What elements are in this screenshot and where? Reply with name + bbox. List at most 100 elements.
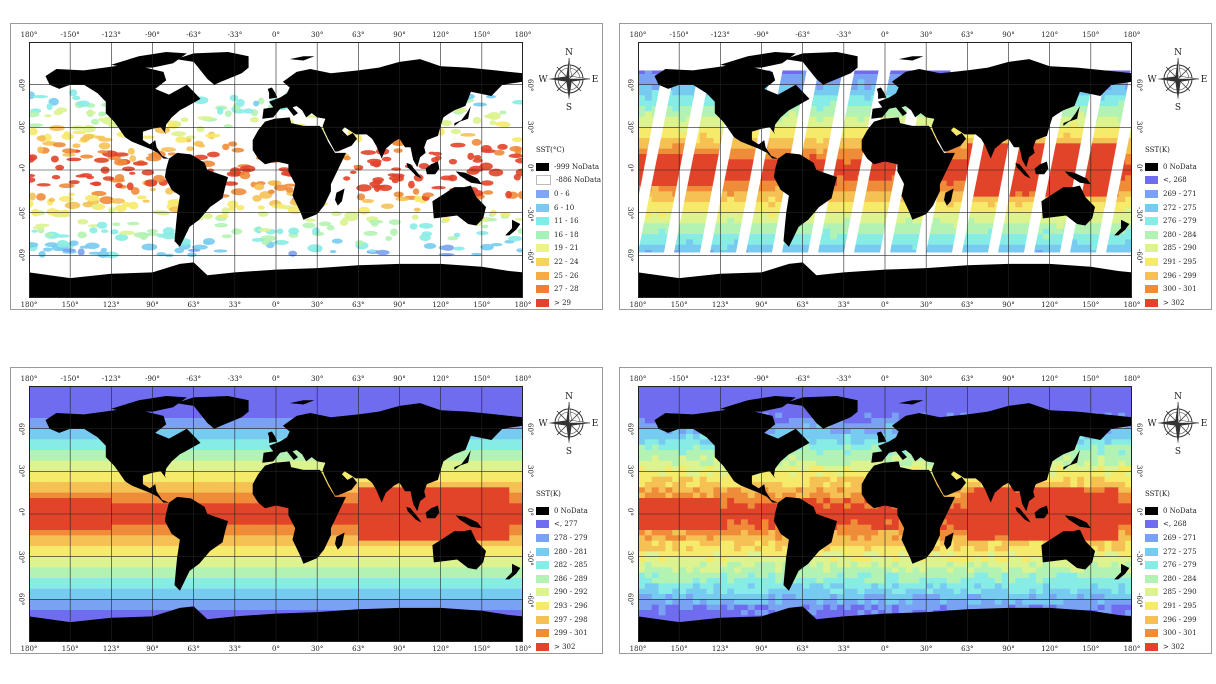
sst-cell (768, 191, 776, 198)
sst-cell (1104, 170, 1113, 176)
sst-cell (638, 164, 646, 171)
sst-cell (1029, 180, 1037, 187)
sst-cell (850, 68, 859, 75)
sst-cell (248, 418, 257, 424)
sst-cell (234, 391, 243, 398)
sst-patch (251, 238, 265, 242)
sst-cell (864, 68, 872, 75)
sst-cell (644, 132, 653, 139)
sst-cell (468, 407, 476, 414)
sst-cell (816, 148, 824, 155)
sst-cell (1111, 106, 1119, 112)
sst-cell (782, 244, 790, 251)
sst-cell (1104, 244, 1113, 251)
sst-cell (775, 186, 783, 192)
sst-cell (392, 386, 401, 392)
sst-cell (276, 386, 284, 392)
sst-cell (713, 116, 721, 123)
sst-cell (83, 391, 92, 398)
sst-cell (509, 396, 517, 403)
sst-cell (692, 234, 701, 240)
sst-cell (481, 396, 490, 403)
sst-cell (651, 100, 660, 107)
sst-cell (933, 244, 941, 251)
sst-cell (775, 196, 783, 203)
sst-patch (61, 133, 75, 140)
sst-cell (399, 396, 407, 403)
sst-cell (740, 191, 749, 198)
sst-cell (686, 223, 694, 230)
sst-cell (468, 402, 476, 408)
sst-cell (337, 386, 346, 392)
sst-cell (173, 407, 181, 414)
sst-cell (1070, 106, 1078, 112)
sst-cell (809, 159, 817, 166)
sst-cell (768, 207, 776, 214)
sst-cell (651, 223, 660, 230)
sst-cell (1015, 186, 1023, 192)
sst-patch (271, 203, 287, 209)
sst-cell (289, 412, 298, 419)
sst-cell (433, 396, 442, 403)
sst-patch (497, 143, 508, 150)
sst-cell (692, 138, 701, 144)
sst-patch (38, 250, 46, 258)
latitude-label-right: 0° (1135, 164, 1143, 172)
sst-cell (1118, 84, 1126, 91)
sst-cell (1015, 170, 1023, 176)
latitude-label-right: 0° (526, 164, 534, 172)
sst-cell (830, 111, 838, 118)
longitude-label-top: -123° (101, 375, 121, 383)
longitude-label-bottom: 63° (352, 301, 365, 309)
sst-cell (981, 207, 989, 214)
sst-cell (891, 68, 900, 75)
sst-cell (1077, 111, 1085, 118)
sst-cell (104, 386, 112, 392)
sst-patch (481, 224, 489, 229)
sst-cell (782, 79, 790, 86)
legend-label: 6 - 10 (554, 203, 575, 212)
sst-cell (864, 223, 872, 230)
sst-cell (740, 159, 749, 166)
longitude-label-bottom: 150° (1082, 301, 1100, 309)
latitude-label-left: 0° (17, 164, 25, 172)
sst-cell (878, 218, 886, 224)
sst-cell (727, 234, 735, 240)
sst-cell (207, 391, 215, 398)
sst-cell (686, 84, 694, 91)
longitude-label-bottom: 180° (629, 301, 647, 309)
sst-cell (939, 223, 948, 230)
sst-cell (509, 391, 517, 398)
sst-patch (76, 100, 90, 107)
sst-cell (1118, 68, 1126, 75)
sst-cell (830, 95, 838, 102)
sst-cell (802, 244, 811, 251)
land-sumatra (406, 162, 422, 179)
sst-patch (90, 118, 100, 125)
sst-cell (1097, 159, 1106, 166)
sst-cell (221, 423, 229, 430)
sst-cell (131, 386, 140, 392)
sst-cell (727, 218, 735, 224)
sst-cell (933, 239, 941, 246)
sst-cell (898, 196, 907, 203)
sst-cell (1104, 164, 1113, 171)
sst-cell (1049, 170, 1058, 176)
sst-cell (1056, 127, 1064, 134)
sst-cell (885, 186, 893, 192)
sst-cell (358, 386, 366, 392)
sst-cell (173, 386, 181, 392)
sst-cell (679, 122, 687, 128)
sst-cell (1097, 132, 1106, 139)
sst-cell (885, 175, 893, 182)
sst-cell (378, 386, 387, 392)
sst-cell (234, 428, 243, 435)
sst-patch (84, 194, 100, 202)
sst-cell (516, 412, 523, 419)
sst-cell (809, 138, 817, 144)
sst-cell (747, 148, 756, 155)
sst-cell (734, 218, 742, 224)
longitude-label-bottom: 150° (473, 301, 491, 309)
sst-cell (651, 175, 660, 182)
sst-cell (214, 386, 222, 392)
